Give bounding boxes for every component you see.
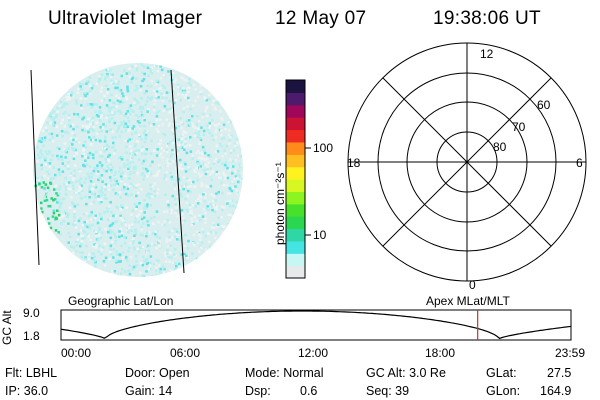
geographic-grid-line-left <box>30 69 40 266</box>
mlt-label-0: 0 <box>469 278 476 292</box>
colorbar-step <box>286 191 305 205</box>
mlt-label-6: 6 <box>576 156 583 170</box>
lat-label-70: 70 <box>512 120 526 134</box>
colorbar-step <box>286 166 305 180</box>
glat-value: 27.5 <box>547 366 572 380</box>
colorbar-scale <box>286 80 305 279</box>
colorbar-step <box>286 80 305 93</box>
door-status: Door: Open <box>125 366 190 380</box>
sequence-number: Seq: 39 <box>366 384 410 398</box>
colorbar-step <box>286 141 305 155</box>
timeline-xtick-2: 12:00 <box>298 346 329 360</box>
lat-label-80: 80 <box>493 140 507 154</box>
dsp-value: 0.6 <box>300 384 318 398</box>
timeline-left-caption: Geographic Lat/Lon <box>68 294 174 308</box>
geographic-grid-line-right <box>170 69 185 274</box>
timeline-xtick-1: 06:00 <box>170 346 201 360</box>
observation-date: 12 May 07 <box>275 8 367 29</box>
gc-altitude: GC Alt: 3.0 Re <box>366 366 446 380</box>
colorbar-step <box>286 228 305 242</box>
observation-time: 19:38:06 UT <box>433 8 541 29</box>
colorbar-step <box>286 154 305 168</box>
colorbar-step <box>286 117 305 131</box>
colorbar-step <box>286 253 305 267</box>
ip-value: IP: 36.0 <box>5 384 49 398</box>
glon-label: GLon: <box>486 384 521 398</box>
colorbar-step <box>286 203 305 217</box>
lat-label-60: 60 <box>537 98 551 112</box>
timeline-xtick-3: 18:00 <box>425 346 456 360</box>
mlt-label-18: 18 <box>347 156 361 170</box>
colorbar-step <box>286 265 305 279</box>
dsp-label: Dsp: <box>245 384 271 398</box>
colorbar-tick-100: 100 <box>313 141 334 155</box>
glat-label: GLat: <box>486 366 517 380</box>
colorbar-step <box>286 92 305 106</box>
colorbar-step <box>286 179 305 192</box>
colorbar-step <box>286 240 305 254</box>
gain-value: Gain: 14 <box>125 384 173 398</box>
glon-value: 164.9 <box>540 384 572 398</box>
mode-value: Mode: Normal <box>245 366 324 380</box>
colorbar-step <box>286 104 305 118</box>
instrument-title: Ultraviolet Imager <box>48 8 203 29</box>
colorbar-step <box>286 129 305 143</box>
timeline-right-caption: Apex MLat/MLT <box>426 294 510 308</box>
uv-earth-disk <box>33 63 243 277</box>
timeline-xtick-0: 00:00 <box>61 346 92 360</box>
timeline-xtick-4: 23:59 <box>555 346 586 360</box>
colorbar-step <box>286 216 305 230</box>
timeline-ytick-high: 9.0 <box>23 306 40 320</box>
timeline-ytick-low: 1.8 <box>23 329 40 343</box>
mlt-label-12: 12 <box>480 47 494 61</box>
colorbar-tick-10: 10 <box>313 228 327 242</box>
filter-value: Flt: LBHL <box>5 366 58 380</box>
